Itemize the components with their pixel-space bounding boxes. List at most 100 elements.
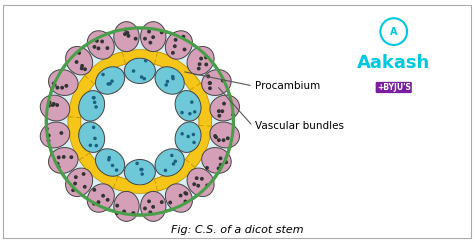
- Circle shape: [173, 38, 178, 42]
- Polygon shape: [113, 50, 166, 67]
- Circle shape: [47, 104, 51, 108]
- Circle shape: [160, 200, 164, 204]
- Circle shape: [115, 168, 118, 172]
- Circle shape: [134, 37, 137, 41]
- Ellipse shape: [187, 46, 214, 75]
- Ellipse shape: [210, 122, 239, 148]
- Circle shape: [180, 111, 184, 114]
- Ellipse shape: [40, 95, 70, 121]
- Circle shape: [200, 177, 204, 181]
- Circle shape: [148, 41, 152, 44]
- Polygon shape: [68, 117, 94, 167]
- Circle shape: [226, 136, 230, 140]
- Circle shape: [173, 159, 177, 163]
- Circle shape: [199, 57, 203, 61]
- Polygon shape: [113, 176, 166, 193]
- Ellipse shape: [210, 95, 239, 121]
- Circle shape: [122, 209, 126, 213]
- Circle shape: [96, 78, 184, 165]
- Circle shape: [55, 103, 59, 107]
- Circle shape: [115, 211, 119, 215]
- Circle shape: [213, 134, 217, 138]
- Circle shape: [140, 75, 143, 79]
- Circle shape: [94, 105, 98, 109]
- Circle shape: [218, 114, 221, 118]
- Circle shape: [97, 200, 100, 204]
- Circle shape: [171, 51, 175, 55]
- Circle shape: [140, 172, 144, 176]
- Polygon shape: [185, 117, 212, 167]
- Circle shape: [172, 162, 175, 166]
- Circle shape: [224, 160, 228, 164]
- Circle shape: [183, 200, 187, 203]
- Circle shape: [164, 83, 168, 87]
- Circle shape: [69, 155, 73, 159]
- Circle shape: [171, 75, 174, 78]
- Circle shape: [92, 126, 95, 129]
- Circle shape: [193, 110, 196, 113]
- Ellipse shape: [65, 168, 92, 197]
- Circle shape: [147, 30, 151, 34]
- Circle shape: [197, 67, 201, 70]
- Circle shape: [101, 194, 105, 198]
- Circle shape: [184, 192, 188, 196]
- Circle shape: [80, 64, 84, 68]
- Ellipse shape: [87, 31, 114, 59]
- Circle shape: [80, 67, 84, 70]
- Circle shape: [198, 62, 201, 66]
- Polygon shape: [68, 76, 94, 126]
- Circle shape: [110, 79, 114, 83]
- Circle shape: [217, 109, 221, 113]
- Circle shape: [107, 158, 110, 162]
- Ellipse shape: [155, 149, 184, 176]
- Circle shape: [204, 55, 208, 59]
- Text: A: A: [390, 26, 398, 37]
- Circle shape: [47, 134, 51, 138]
- Circle shape: [222, 102, 226, 105]
- Ellipse shape: [175, 91, 201, 121]
- Circle shape: [108, 156, 111, 159]
- Circle shape: [55, 162, 60, 166]
- Ellipse shape: [48, 70, 78, 95]
- Circle shape: [71, 188, 75, 192]
- Circle shape: [55, 86, 59, 90]
- Circle shape: [206, 74, 210, 78]
- Circle shape: [143, 207, 147, 210]
- Circle shape: [219, 163, 223, 167]
- Circle shape: [100, 40, 104, 43]
- Polygon shape: [185, 76, 212, 126]
- Circle shape: [131, 211, 136, 215]
- Circle shape: [173, 44, 177, 48]
- Circle shape: [182, 48, 186, 52]
- Polygon shape: [155, 52, 201, 90]
- Circle shape: [143, 37, 147, 41]
- Polygon shape: [79, 52, 125, 90]
- Circle shape: [123, 32, 127, 36]
- Circle shape: [127, 34, 130, 38]
- Circle shape: [52, 82, 55, 86]
- Circle shape: [217, 166, 220, 170]
- Ellipse shape: [187, 168, 214, 197]
- Ellipse shape: [65, 46, 92, 75]
- Circle shape: [126, 31, 129, 35]
- Circle shape: [191, 133, 195, 136]
- Circle shape: [57, 165, 61, 169]
- Circle shape: [190, 100, 193, 104]
- Circle shape: [92, 45, 96, 49]
- Ellipse shape: [141, 191, 166, 221]
- Ellipse shape: [155, 67, 184, 94]
- Ellipse shape: [79, 122, 105, 152]
- Circle shape: [64, 84, 68, 88]
- Ellipse shape: [124, 58, 155, 84]
- Ellipse shape: [165, 31, 192, 59]
- Ellipse shape: [114, 22, 139, 52]
- Circle shape: [46, 134, 50, 138]
- Circle shape: [151, 205, 155, 209]
- Ellipse shape: [141, 22, 166, 52]
- Circle shape: [208, 86, 212, 90]
- Ellipse shape: [175, 122, 201, 152]
- Text: Aakash: Aakash: [357, 54, 430, 72]
- Circle shape: [48, 100, 52, 104]
- Circle shape: [101, 73, 105, 76]
- Circle shape: [147, 200, 151, 203]
